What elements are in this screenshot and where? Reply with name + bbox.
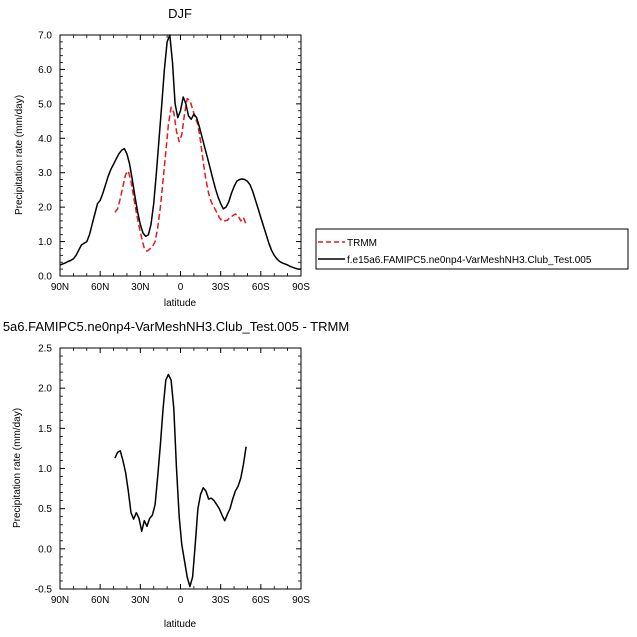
y-tick-label: 7.0 — [38, 31, 52, 42]
y-tick-label: 4.0 — [38, 134, 52, 145]
legend-box — [315, 228, 629, 270]
x-tick-label: 0 — [178, 282, 184, 293]
legend-label-trmm: TRMM — [347, 238, 377, 249]
top-chart-title: DJF — [168, 6, 192, 21]
y-tick-label: 1.0 — [38, 464, 52, 475]
top-chart-xlabel: latitude — [164, 298, 197, 309]
x-tick-label: 30S — [212, 282, 230, 293]
x-tick-label: 60S — [252, 595, 270, 606]
y-tick-label: 6.0 — [38, 65, 52, 76]
bottom-chart-title: 5a6.FAMIPC5.ne0np4-VarMeshNH3.Club_Test.… — [3, 319, 349, 334]
top-chart-series — [59, 34, 301, 270]
y-tick-label: 0.0 — [38, 272, 52, 283]
top-chart-legend: TRMM f.e15a6.FAMIPC5.ne0np4-VarMeshNH3.C… — [315, 228, 629, 270]
top-chart-ylabel: Precipitation rate (mm/day) — [14, 95, 25, 215]
y-tick-label: 0.5 — [38, 504, 52, 515]
y-tick-label: 2.5 — [38, 344, 52, 355]
top-chart-tick-labels: 90N 60N 30N 0 30S 60S 90S 0.0 1.0 2.0 3.0 4.0 5.0 6.0… — [38, 31, 310, 294]
x-tick-label: 90S — [292, 282, 310, 293]
bottom-chart-frame — [59, 347, 302, 590]
x-tick-label: 30S — [212, 595, 230, 606]
top-chart-frame — [59, 34, 302, 277]
x-tick-label: 0 — [178, 595, 184, 606]
x-tick-label: 60S — [252, 282, 270, 293]
y-tick-label: 2.0 — [38, 384, 52, 395]
y-tick-label: 1.5 — [38, 424, 52, 435]
x-tick-label: 90N — [51, 282, 69, 293]
y-tick-label: 5.0 — [38, 99, 52, 110]
bottom-chart-panel: 5a6.FAMIPC5.ne0np4-VarMeshNH3.Club_Test.… — [3, 319, 349, 630]
bottom-chart-tick-labels: 90N 60N 30N 0 30S 60S 90S -0.5 0.0 0.5 1.0 1.5 2.0 2.… — [35, 344, 310, 607]
series-line-f-e15a6-famipc5-ne0np4-v — [59, 34, 301, 270]
x-tick-label: 30N — [131, 595, 149, 606]
y-tick-label: 0.0 — [38, 544, 52, 555]
y-tick-label: -0.5 — [35, 585, 53, 596]
bottom-chart-ticks — [59, 347, 302, 590]
series-line-difference — [114, 373, 247, 588]
x-tick-label: 60N — [91, 595, 109, 606]
y-tick-label: 2.0 — [38, 203, 52, 214]
top-chart-panel: DJF 90N 60N 30N 0 30S 60S 90S 0.0 1.0 2.0 3.0 4.0 5.… — [14, 6, 310, 309]
legend-label-model: f.e15a6.FAMIPC5.ne0np4-VarMeshNH3.Club_T… — [347, 255, 592, 266]
bottom-chart-ylabel: Precipitation rate (mm/day) — [12, 408, 23, 528]
x-tick-label: 30N — [131, 282, 149, 293]
series-line-trmm — [114, 97, 247, 252]
y-tick-label: 1.0 — [38, 237, 52, 248]
top-chart-ticks — [59, 34, 302, 277]
bottom-chart-series — [114, 373, 247, 588]
x-tick-label: 90N — [51, 595, 69, 606]
x-tick-label: 90S — [292, 595, 310, 606]
bottom-chart-xlabel: latitude — [164, 619, 197, 630]
y-tick-label: 3.0 — [38, 168, 52, 179]
x-tick-label: 60N — [91, 282, 109, 293]
